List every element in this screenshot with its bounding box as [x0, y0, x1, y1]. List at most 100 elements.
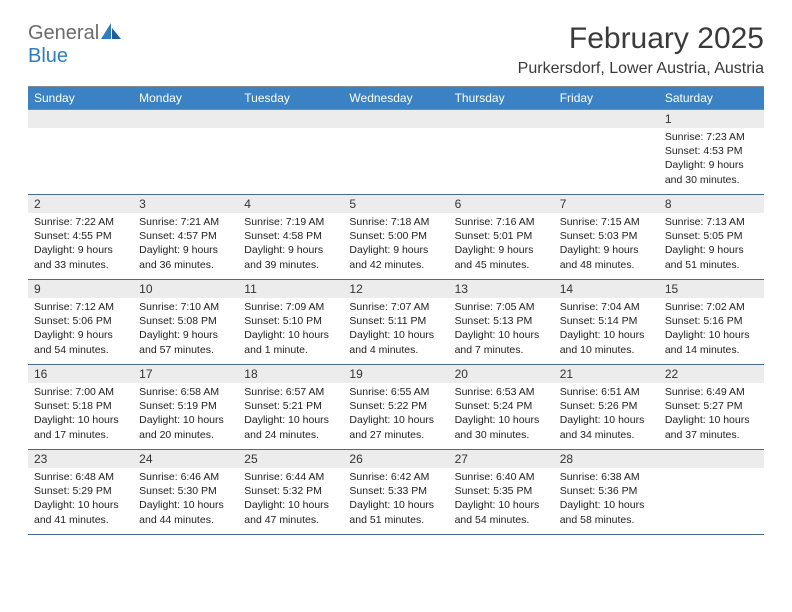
- daylight-text: and 51 minutes.: [665, 258, 758, 272]
- day-cell: 4Sunrise: 7:19 AMSunset: 4:58 PMDaylight…: [238, 195, 343, 279]
- daylight-text: and 41 minutes.: [34, 513, 127, 527]
- sunrise-text: Sunrise: 6:58 AM: [139, 385, 232, 399]
- day-cell: 11Sunrise: 7:09 AMSunset: 5:10 PMDayligh…: [238, 280, 343, 364]
- day-number: 10: [133, 280, 238, 298]
- day-cell: 26Sunrise: 6:42 AMSunset: 5:33 PMDayligh…: [343, 450, 448, 534]
- day-number: 25: [238, 450, 343, 468]
- day-cell: [343, 110, 448, 194]
- day-body: Sunrise: 7:15 AMSunset: 5:03 PMDaylight:…: [554, 213, 659, 278]
- day-header: Thursday: [449, 87, 554, 109]
- day-header: Sunday: [28, 87, 133, 109]
- sunrise-text: Sunrise: 6:55 AM: [349, 385, 442, 399]
- sunset-text: Sunset: 5:18 PM: [34, 399, 127, 413]
- sunrise-text: Sunrise: 6:42 AM: [349, 470, 442, 484]
- daylight-text: Daylight: 9 hours: [139, 328, 232, 342]
- day-number: 17: [133, 365, 238, 383]
- daylight-text: and 54 minutes.: [455, 513, 548, 527]
- empty-day: [554, 110, 659, 128]
- day-number: 27: [449, 450, 554, 468]
- day-number: 11: [238, 280, 343, 298]
- sunrise-text: Sunrise: 7:22 AM: [34, 215, 127, 229]
- day-header: Tuesday: [238, 87, 343, 109]
- sunset-text: Sunset: 5:14 PM: [560, 314, 653, 328]
- day-number: 6: [449, 195, 554, 213]
- empty-day: [28, 110, 133, 128]
- daylight-text: Daylight: 10 hours: [349, 328, 442, 342]
- sunset-text: Sunset: 5:24 PM: [455, 399, 548, 413]
- sunrise-text: Sunrise: 7:16 AM: [455, 215, 548, 229]
- location-subtitle: Purkersdorf, Lower Austria, Austria: [518, 60, 764, 78]
- day-cell: 21Sunrise: 6:51 AMSunset: 5:26 PMDayligh…: [554, 365, 659, 449]
- sunrise-text: Sunrise: 7:04 AM: [560, 300, 653, 314]
- day-body: Sunrise: 7:12 AMSunset: 5:06 PMDaylight:…: [28, 298, 133, 363]
- day-cell: 20Sunrise: 6:53 AMSunset: 5:24 PMDayligh…: [449, 365, 554, 449]
- day-number: 1: [659, 110, 764, 128]
- day-header: Saturday: [659, 87, 764, 109]
- daylight-text: Daylight: 9 hours: [665, 158, 758, 172]
- day-cell: 8Sunrise: 7:13 AMSunset: 5:05 PMDaylight…: [659, 195, 764, 279]
- sunset-text: Sunset: 5:26 PM: [560, 399, 653, 413]
- day-body: Sunrise: 6:42 AMSunset: 5:33 PMDaylight:…: [343, 468, 448, 533]
- daylight-text: and 27 minutes.: [349, 428, 442, 442]
- day-body: Sunrise: 6:57 AMSunset: 5:21 PMDaylight:…: [238, 383, 343, 448]
- day-cell: 7Sunrise: 7:15 AMSunset: 5:03 PMDaylight…: [554, 195, 659, 279]
- day-cell: 22Sunrise: 6:49 AMSunset: 5:27 PMDayligh…: [659, 365, 764, 449]
- day-body: Sunrise: 7:09 AMSunset: 5:10 PMDaylight:…: [238, 298, 343, 363]
- day-body: Sunrise: 7:16 AMSunset: 5:01 PMDaylight:…: [449, 213, 554, 278]
- daylight-text: Daylight: 10 hours: [34, 498, 127, 512]
- sunset-text: Sunset: 5:21 PM: [244, 399, 337, 413]
- daylight-text: and 1 minute.: [244, 343, 337, 357]
- sunrise-text: Sunrise: 7:10 AM: [139, 300, 232, 314]
- sunset-text: Sunset: 4:53 PM: [665, 144, 758, 158]
- empty-day: [133, 110, 238, 128]
- day-body: Sunrise: 7:07 AMSunset: 5:11 PMDaylight:…: [343, 298, 448, 363]
- day-body: Sunrise: 6:38 AMSunset: 5:36 PMDaylight:…: [554, 468, 659, 533]
- day-cell: [133, 110, 238, 194]
- daylight-text: and 4 minutes.: [349, 343, 442, 357]
- day-body: Sunrise: 6:46 AMSunset: 5:30 PMDaylight:…: [133, 468, 238, 533]
- daylight-text: and 10 minutes.: [560, 343, 653, 357]
- day-cell: 14Sunrise: 7:04 AMSunset: 5:14 PMDayligh…: [554, 280, 659, 364]
- day-cell: 23Sunrise: 6:48 AMSunset: 5:29 PMDayligh…: [28, 450, 133, 534]
- day-number: 26: [343, 450, 448, 468]
- daylight-text: Daylight: 10 hours: [139, 413, 232, 427]
- daylight-text: and 48 minutes.: [560, 258, 653, 272]
- day-body: Sunrise: 7:18 AMSunset: 5:00 PMDaylight:…: [343, 213, 448, 278]
- day-number: 5: [343, 195, 448, 213]
- day-cell: 13Sunrise: 7:05 AMSunset: 5:13 PMDayligh…: [449, 280, 554, 364]
- daylight-text: Daylight: 9 hours: [139, 243, 232, 257]
- sunrise-text: Sunrise: 7:21 AM: [139, 215, 232, 229]
- sunrise-text: Sunrise: 6:40 AM: [455, 470, 548, 484]
- day-number: 24: [133, 450, 238, 468]
- daylight-text: and 58 minutes.: [560, 513, 653, 527]
- day-cell: [28, 110, 133, 194]
- day-number: 14: [554, 280, 659, 298]
- day-number: 18: [238, 365, 343, 383]
- sunrise-text: Sunrise: 6:51 AM: [560, 385, 653, 399]
- sunset-text: Sunset: 4:58 PM: [244, 229, 337, 243]
- day-cell: 25Sunrise: 6:44 AMSunset: 5:32 PMDayligh…: [238, 450, 343, 534]
- sunset-text: Sunset: 5:19 PM: [139, 399, 232, 413]
- daylight-text: Daylight: 10 hours: [665, 328, 758, 342]
- day-number: 12: [343, 280, 448, 298]
- day-body: Sunrise: 6:48 AMSunset: 5:29 PMDaylight:…: [28, 468, 133, 533]
- day-body: Sunrise: 6:49 AMSunset: 5:27 PMDaylight:…: [659, 383, 764, 448]
- day-header: Friday: [554, 87, 659, 109]
- day-cell: 3Sunrise: 7:21 AMSunset: 4:57 PMDaylight…: [133, 195, 238, 279]
- day-body: Sunrise: 6:55 AMSunset: 5:22 PMDaylight:…: [343, 383, 448, 448]
- daylight-text: and 39 minutes.: [244, 258, 337, 272]
- day-cell: 9Sunrise: 7:12 AMSunset: 5:06 PMDaylight…: [28, 280, 133, 364]
- sunset-text: Sunset: 5:05 PM: [665, 229, 758, 243]
- day-cell: 1Sunrise: 7:23 AMSunset: 4:53 PMDaylight…: [659, 110, 764, 194]
- daylight-text: Daylight: 9 hours: [244, 243, 337, 257]
- day-number: 19: [343, 365, 448, 383]
- day-body: Sunrise: 7:00 AMSunset: 5:18 PMDaylight:…: [28, 383, 133, 448]
- daylight-text: Daylight: 10 hours: [139, 498, 232, 512]
- daylight-text: Daylight: 9 hours: [34, 243, 127, 257]
- daylight-text: Daylight: 10 hours: [560, 498, 653, 512]
- daylight-text: and 37 minutes.: [665, 428, 758, 442]
- daylight-text: Daylight: 10 hours: [349, 413, 442, 427]
- sunrise-text: Sunrise: 7:05 AM: [455, 300, 548, 314]
- day-cell: 2Sunrise: 7:22 AMSunset: 4:55 PMDaylight…: [28, 195, 133, 279]
- day-cell: 18Sunrise: 6:57 AMSunset: 5:21 PMDayligh…: [238, 365, 343, 449]
